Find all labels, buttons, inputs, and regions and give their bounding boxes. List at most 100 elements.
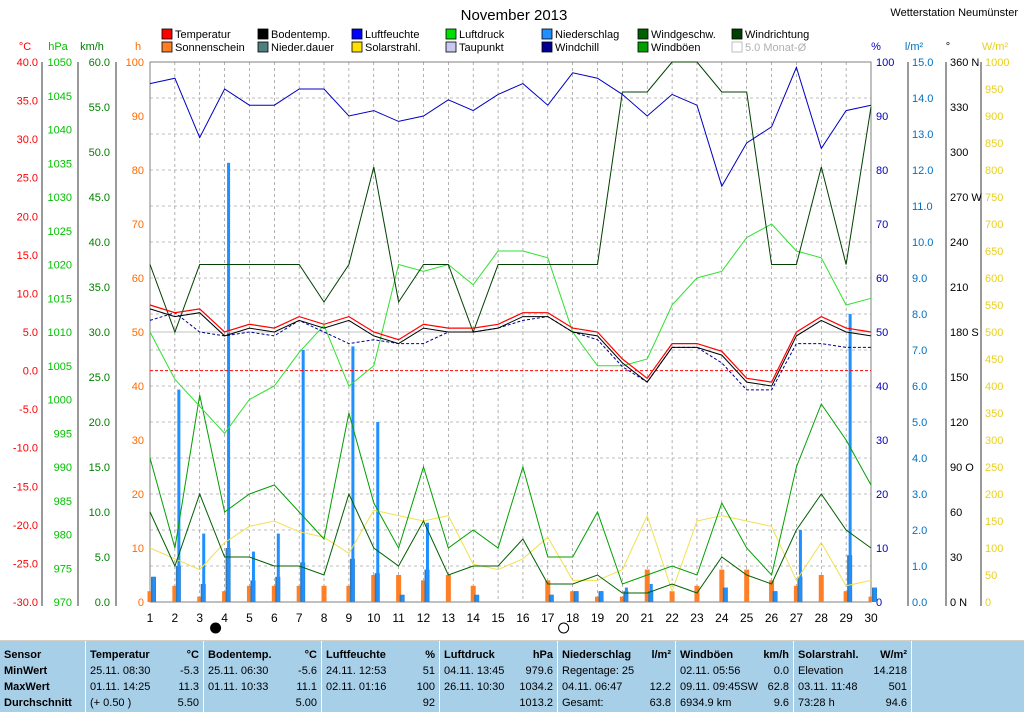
series-line-temperatur	[149, 304, 872, 383]
axis-tick-wind_dir_deg: 150	[950, 372, 968, 384]
x-tick-label: 29	[839, 611, 853, 625]
axis-tick-humidity_pct: 40	[876, 381, 888, 393]
legend-item: Sonnenschein	[175, 42, 245, 54]
axis-unit-humidity_pct: %	[871, 41, 881, 53]
legend-swatch	[351, 28, 363, 40]
x-tick-label: 18	[566, 611, 580, 625]
stats-regentage: Regentage: 25	[562, 665, 635, 677]
axis-tick-pressure_hpa: 1015	[48, 293, 72, 305]
axis-unit-pressure_hpa: hPa	[48, 41, 68, 53]
stats-luftfeuchte-column: Luftfeuchte% 24.11. 12:53 51 02.11. 01:16…	[322, 641, 440, 712]
sunshine-bar	[296, 585, 302, 602]
stats-luftdruck-max-date: 26.11. 10:30	[444, 681, 505, 693]
axis-unit-rain_lm2: l/m²	[905, 41, 924, 53]
sunshine-bar	[246, 585, 252, 602]
chart-title: November 2013	[461, 7, 568, 24]
axis-tick-sunshine_h: 70	[132, 219, 144, 231]
axis-tick-wind_kmh: 60.0	[89, 57, 110, 69]
axis-unit-wind_kmh: km/h	[80, 41, 104, 53]
stats-sun-hours: 73:28 h	[798, 697, 835, 709]
sunshine-bar	[346, 585, 352, 602]
x-tick-label: 6	[271, 611, 278, 625]
axis-tick-pressure_hpa: 985	[54, 496, 72, 508]
sunshine-bar	[619, 596, 625, 602]
axis-unit-solar_wm2: W/m²	[982, 41, 1009, 53]
series-line-luftdruck	[149, 223, 872, 435]
axis-tick-wind_kmh: 10.0	[89, 507, 110, 519]
axis-tick-wind_dir_deg: 330	[950, 102, 968, 114]
axis-tick-wind_dir_deg: 240	[950, 237, 968, 249]
stats-solar-column: Solarstrahl. W/m² Elevation 14.218 03.11. …	[794, 641, 912, 712]
stats-luftfeuchte-max-date: 02.11. 01:16	[326, 681, 387, 693]
axis-tick-pressure_hpa: 1030	[48, 192, 72, 204]
precipitation-bar	[401, 594, 405, 602]
axis-tick-temp_c: -20.0	[13, 520, 38, 532]
stats-luftdruck-max: 1034.2	[519, 681, 553, 693]
x-tick-label: 16	[516, 611, 530, 625]
axis-tick-solar_wm2: 150	[985, 516, 1003, 528]
axis-tick-wind_dir_deg: 120	[950, 417, 968, 429]
axis-tick-solar_wm2: 50	[985, 570, 997, 582]
axis-tick-wind_kmh: 15.0	[89, 462, 110, 474]
x-tick-label: 23	[690, 611, 704, 625]
stats-temperatur-title: Temperatur	[90, 649, 150, 661]
precipitation-bar	[276, 533, 280, 602]
precipitation-bar	[301, 350, 305, 602]
axis-tick-wind_kmh: 35.0	[89, 282, 110, 294]
axis-tick-wind_dir_deg: 180 S	[950, 327, 979, 339]
precipitation-bar	[376, 422, 380, 602]
axis-tick-humidity_pct: 60	[876, 273, 888, 285]
precipitation-bar	[177, 389, 181, 602]
series-line-windrichtung	[149, 61, 872, 334]
stats-niederschlag-max-date: 04.11. 06:47	[562, 681, 623, 693]
axis-tick-solar_wm2: 900	[985, 111, 1003, 123]
axis-tick-solar_wm2: 0	[985, 597, 991, 609]
series-line-windben	[149, 394, 872, 585]
stats-windboeen-max-date: 09.11. 09:45SW	[680, 681, 759, 693]
precipitation-bar	[227, 162, 231, 603]
stats-temperatur-unit: °C	[186, 649, 199, 661]
legend-item: Windgeschw.	[651, 29, 716, 41]
axis-tick-wind_kmh: 20.0	[89, 417, 110, 429]
stats-bodentemp-max-date: 01.11. 10:33	[208, 681, 269, 693]
axis-tick-solar_wm2: 650	[985, 246, 1003, 258]
legend-swatch	[445, 28, 457, 40]
legend-item: Windchill	[555, 42, 599, 54]
stats-bodentemp-avg: 5.00	[295, 697, 317, 709]
x-tick-label: 21	[641, 611, 655, 625]
sunshine-bar	[396, 575, 402, 602]
stats-windboeen-min-date: 02.11. 05:56	[680, 665, 741, 677]
sunshine-bar	[197, 596, 203, 602]
axis-tick-rain_lm2: 6.0	[912, 381, 927, 393]
axis-tick-rain_lm2: 15.0	[912, 57, 933, 69]
axis-tick-pressure_hpa: 1005	[48, 361, 72, 373]
stats-bodentemp-column: Bodentemp. °C 25.11. 06:30 -5.6 01.11. 10:…	[204, 641, 322, 712]
sunshine-bar	[147, 591, 153, 602]
precipitation-bar	[873, 587, 877, 602]
sunshine-bar	[669, 591, 675, 602]
legend-swatch	[445, 41, 457, 53]
stats-luftdruck-unit: hPa	[532, 649, 553, 661]
stats-bodentemp-min: -5.6	[298, 665, 317, 677]
axis-tick-wind_dir_deg: 210	[950, 282, 968, 294]
axis-tick-rain_lm2: 9.0	[912, 273, 927, 285]
stats-luftfeuchte-max: 100	[416, 681, 435, 693]
stats-windboeen-avg: 9.6	[773, 697, 789, 709]
precipitation-bar	[575, 591, 579, 602]
axis-tick-solar_wm2: 1000	[985, 57, 1009, 69]
legend-item: 5.0 Monat-Ø	[745, 42, 807, 54]
precipitation-bar	[251, 551, 255, 602]
x-tick-label: 28	[815, 611, 829, 625]
axis-tick-wind_dir_deg: 60	[950, 507, 962, 519]
sunshine-bar	[818, 575, 824, 602]
precipitation-bar	[550, 594, 554, 602]
x-tick-label: 7	[296, 611, 303, 625]
x-tick-label: 1	[147, 611, 154, 625]
x-tick-label: 8	[321, 611, 328, 625]
axis-tick-sunshine_h: 100	[126, 57, 144, 69]
x-tick-label: 22	[665, 611, 679, 625]
stats-bodentemp-max: 11.1	[296, 681, 317, 693]
axis-tick-rain_lm2: 7.0	[912, 345, 927, 357]
axis-tick-temp_c: 15.0	[17, 250, 38, 262]
legend-item: Taupunkt	[459, 42, 504, 54]
